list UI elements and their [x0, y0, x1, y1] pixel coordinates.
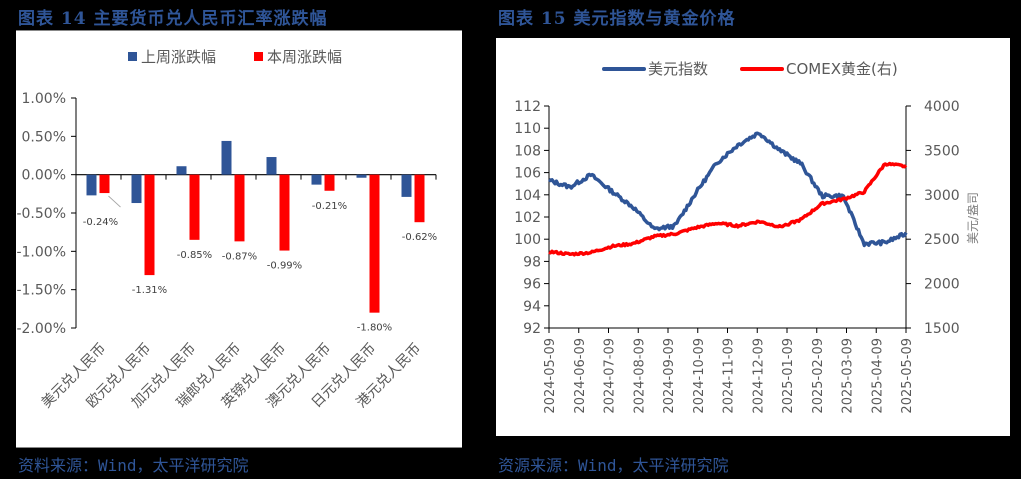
y-tick-label: 0.00% — [22, 168, 66, 184]
x-tick-label: 2024-11-09 — [722, 338, 737, 414]
figure-14-title: 图表 14 主要货币兑人民币汇率涨跌幅 — [18, 9, 328, 29]
bar-last-week — [311, 174, 322, 185]
y-tick-label: -1.50% — [16, 283, 66, 299]
bar-this-week — [234, 174, 245, 242]
bar-chart: 上周涨跌幅 本周涨跌幅 1.00% 0.50% 0.00% -0.50% -1.00% -1.… — [16, 48, 437, 411]
legend-swatch — [128, 52, 137, 61]
y-right-tick-label: 4000 — [924, 99, 960, 115]
bar-this-week — [414, 174, 425, 223]
data-label: -0.21% — [312, 201, 347, 212]
data-label: -0.85% — [177, 250, 212, 261]
bar-last-week — [86, 174, 97, 196]
legend-label: 美元指数 — [648, 60, 708, 78]
x-tick-label: 2024-06-09 — [573, 338, 588, 414]
figure-15-title: 图表 15 美元指数与黄金价格 — [498, 9, 736, 29]
legend-label: COMEX黄金(右) — [786, 60, 898, 78]
bar-last-week — [176, 166, 187, 175]
bar-last-week — [401, 174, 412, 197]
bar-group: -0.87%瑞郎兑人民币 — [174, 140, 257, 411]
comex-gold-line — [548, 161, 908, 257]
x-tick-label: 2024-09-09 — [662, 338, 677, 414]
x-tick-label: 2025-01-09 — [781, 338, 796, 414]
y-left-tick-label: 100 — [514, 232, 541, 248]
x-tick-label: 2024-10-09 — [692, 338, 707, 414]
y-tick-label: -0.50% — [16, 206, 66, 222]
bar-last-week — [266, 157, 277, 175]
data-label: -0.24% — [83, 217, 118, 228]
y-tick-label: -2.00% — [16, 321, 66, 337]
legend-label: 上周涨跌幅 — [141, 48, 216, 66]
bar-this-week — [324, 174, 335, 191]
x-tick-label: 2025-05-09 — [900, 338, 915, 414]
bar-last-week — [221, 140, 232, 175]
y-right-tick-label: 2000 — [924, 277, 960, 293]
y-left-tick-label: 112 — [514, 99, 541, 115]
figure-14-source: 资料来源：Wind，太平洋研究院 — [18, 456, 249, 475]
x-tick-label: 2024-08-09 — [632, 338, 647, 414]
data-label: -1.80% — [357, 323, 392, 334]
data-label: -1.31% — [132, 285, 167, 296]
x-tick-label: 2024-07-09 — [603, 338, 618, 414]
usd-index-line — [548, 131, 908, 248]
y-left-tick-label: 98 — [523, 254, 541, 270]
y-left-tick-label: 106 — [514, 166, 541, 182]
bar-legend: 上周涨跌幅 本周涨跌幅 — [128, 48, 342, 66]
x-tick-label: 2025-02-09 — [811, 338, 826, 414]
bar-last-week — [356, 174, 367, 178]
y-tick-label: -1.00% — [16, 244, 66, 260]
y-left-tick-label: 110 — [514, 121, 541, 137]
x-tick-label: 2024-05-09 — [543, 338, 558, 414]
bar-this-week — [189, 174, 200, 240]
x-tick-label: 2024-12-09 — [751, 338, 766, 414]
bar-this-week — [144, 174, 155, 276]
x-tick-label: 2025-04-09 — [870, 338, 885, 414]
line-chart: 美元指数 COMEX黄金(右) 112 110 108 106 104 102 100 98 96 9… — [514, 60, 980, 414]
y-left-tick-label: 92 — [523, 321, 541, 337]
y-left-tick-label: 102 — [514, 210, 541, 226]
data-label: -0.99% — [267, 261, 302, 272]
bar-group: -0.62%港元兑人民币 — [354, 174, 437, 411]
y-right-axis-label: 美元/盎司 — [966, 192, 980, 244]
bar-chart-panel: 上周涨跌幅 本周涨跌幅 1.00% 0.50% 0.00% -0.50% -1.00% -1.… — [16, 30, 462, 448]
bar-last-week — [131, 174, 142, 204]
y-right-tick-label: 3000 — [924, 188, 960, 204]
x-tick-label: 2025-03-09 — [841, 338, 856, 414]
y-left-tick-label: 108 — [514, 143, 541, 159]
y-right-tick-label: 1500 — [924, 321, 960, 337]
line-chart-panel: 美元指数 COMEX黄金(右) 112 110 108 106 104 102 100 98 96 9… — [496, 38, 1010, 436]
figure-15-source: 资源来源：Wind，太平洋研究院 — [498, 456, 729, 475]
y-left-tick-label: 96 — [523, 277, 541, 293]
data-label: -0.62% — [402, 232, 437, 243]
legend-swatch — [254, 52, 263, 61]
y-left-tick-label: 104 — [514, 188, 541, 204]
y-right-tick-label: 2500 — [924, 232, 960, 248]
y-left-tick-label: 94 — [523, 299, 541, 315]
legend-label: 本周涨跌幅 — [267, 48, 342, 66]
bar-this-week — [279, 174, 290, 251]
y-right-tick-label: 3500 — [924, 143, 960, 159]
y-tick-label: 1.00% — [22, 91, 66, 107]
bar-this-week — [369, 174, 380, 313]
bar-this-week — [99, 174, 110, 194]
line-legend: 美元指数 COMEX黄金(右) — [602, 60, 898, 78]
data-label: -0.87% — [222, 251, 257, 262]
y-tick-label: 0.50% — [22, 129, 66, 145]
